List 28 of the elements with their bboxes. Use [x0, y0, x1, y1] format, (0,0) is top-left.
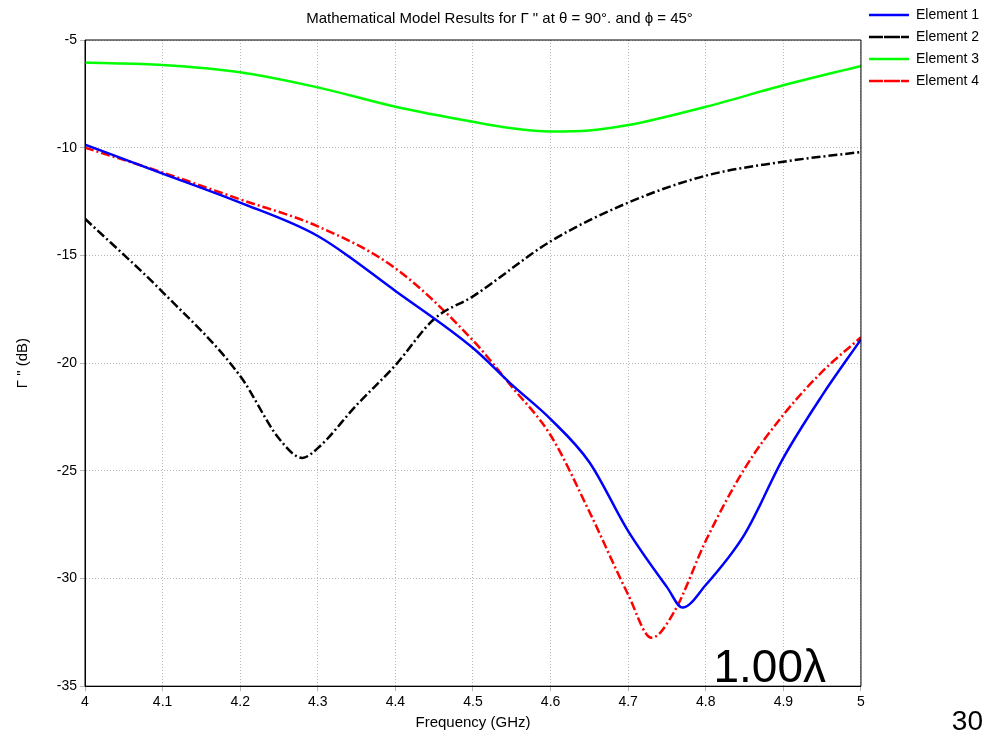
legend-label: Element 3: [915, 49, 980, 66]
text: 30: [951, 704, 983, 736]
chart-title: Mathematical Model Results for Γ " at θ = 90°. and ϕ = 45°: [306, 9, 693, 27]
y-tick-label: -10: [56, 138, 78, 155]
x-tick-label: 4.1: [152, 693, 173, 710]
y-tick-label: -25: [56, 461, 78, 478]
x-tick-label: 5: [857, 693, 866, 710]
annotation: 1.00λ: [713, 639, 826, 692]
y-tick-label: -30: [56, 569, 78, 586]
y-tick-label: -5: [64, 30, 78, 47]
legend-label: Element 2: [915, 27, 980, 44]
line-series: [85, 61, 861, 133]
x-tick-label: 4.6: [540, 693, 561, 710]
x-tick-label: 4.5: [463, 693, 483, 710]
legend-label: Element 1: [915, 5, 980, 22]
x-tick-label: 4.8: [696, 693, 716, 710]
x-tick-label: 4.7: [618, 693, 639, 710]
x-tick-label: 4.4: [385, 693, 406, 710]
y-tick-label: -35: [56, 677, 78, 694]
x-tick-label: 4: [81, 693, 90, 710]
x-axis-title: Frequency (GHz): [415, 713, 531, 731]
y-tick-label: -15: [56, 246, 78, 263]
y-axis-title: Γ " (dB): [13, 337, 31, 389]
legend-label: Element 4: [915, 71, 980, 88]
y-tick-label: -20: [56, 353, 78, 370]
x-tick-label: 4.3: [308, 693, 328, 710]
x-tick-label: 4.9: [773, 693, 794, 710]
x-tick-label: 4.2: [230, 693, 251, 710]
